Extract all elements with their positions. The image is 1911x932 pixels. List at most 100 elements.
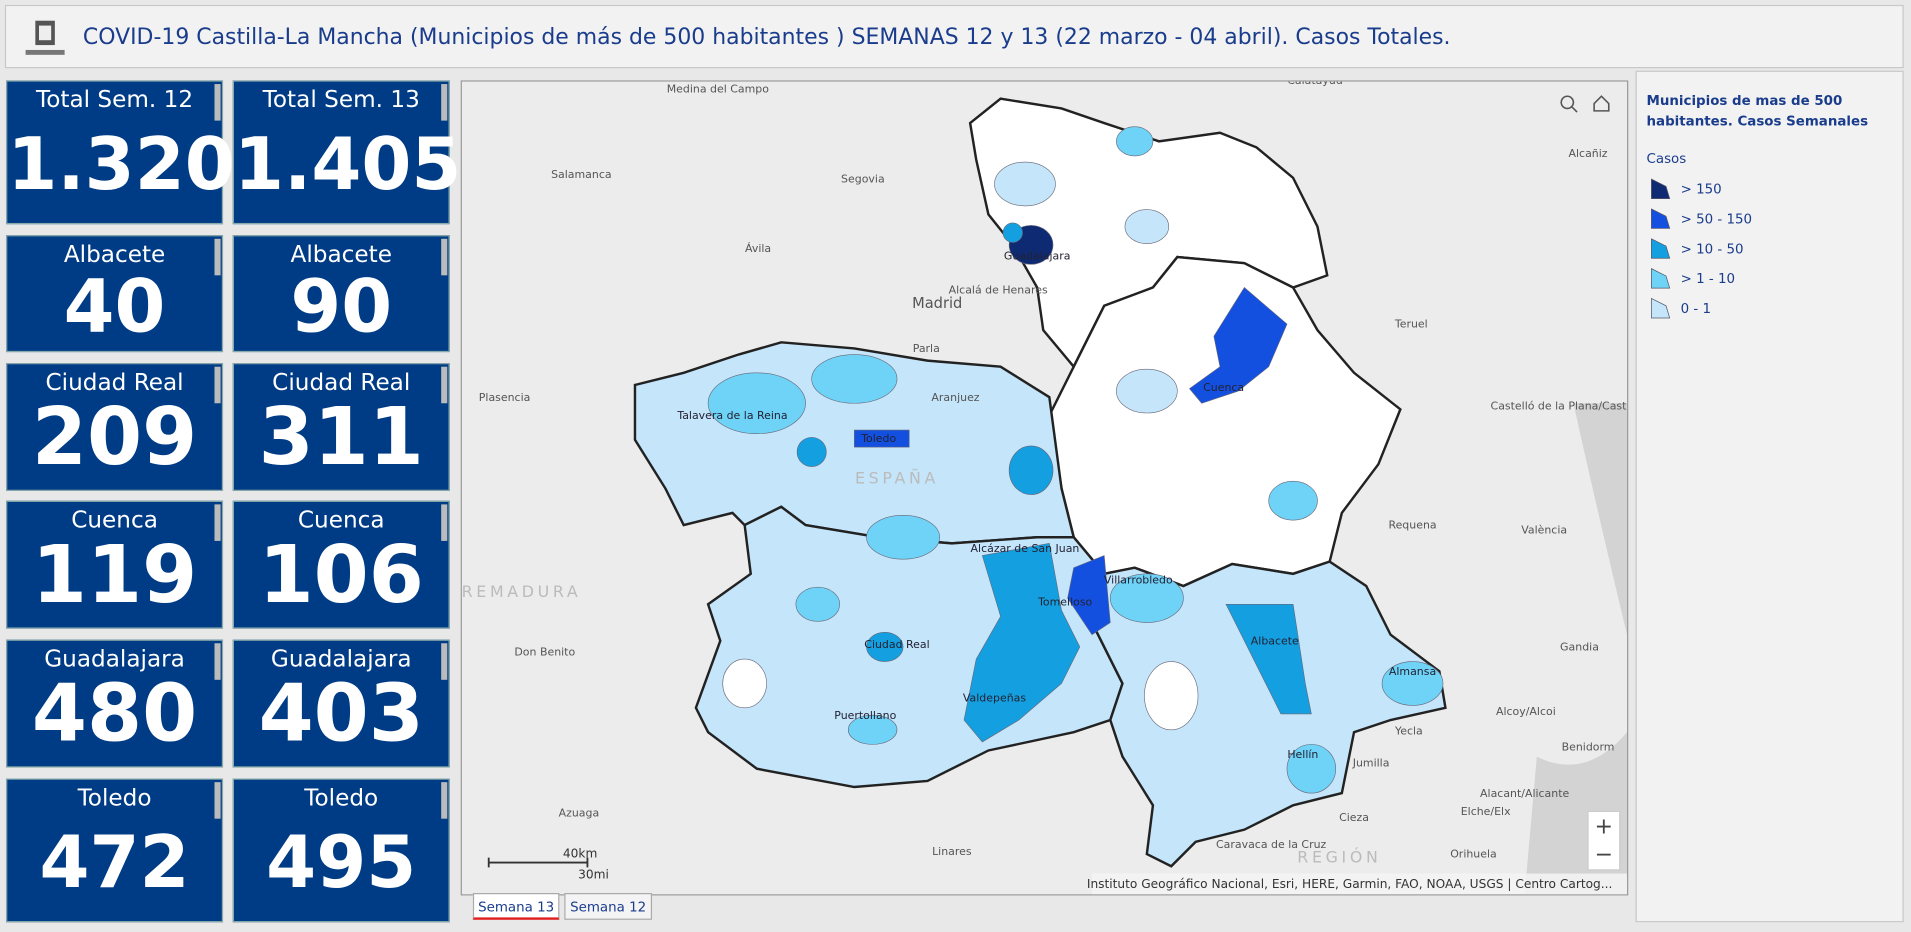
map-label: Tomelloso	[1037, 595, 1092, 608]
legend-subtitle: Casos	[1647, 152, 1687, 167]
tile-label: Total Sem. 12	[35, 86, 194, 114]
map-label: Azuaga	[559, 806, 600, 819]
albacete	[1090, 560, 1447, 868]
tile: Toledo 472	[6, 778, 224, 923]
tile-scrollbar	[214, 643, 221, 680]
tile: Ciudad Real 209	[6, 363, 224, 491]
map-label: Requena	[1388, 519, 1436, 532]
zoom-out[interactable]: −	[1595, 842, 1613, 867]
legend-swatch	[1651, 297, 1671, 319]
map-label: Ávila	[745, 242, 771, 255]
map-label: ESPAÑA	[855, 469, 939, 488]
tile-scrollbar	[214, 238, 221, 276]
map-label: Hellín	[1287, 748, 1318, 761]
tile-value: 311	[258, 392, 424, 484]
legend-label: > 150	[1681, 183, 1722, 198]
tile-scrollbar	[214, 84, 221, 121]
legend-svg: Municipios de mas de 500 habitantes. Caso…	[1647, 94, 1869, 319]
tile-value: 495	[266, 819, 417, 904]
tile-value: 403	[258, 668, 424, 761]
tab[interactable]: Semana 12	[564, 893, 653, 920]
scale-mi: 30mi	[578, 867, 609, 881]
tile-label: Ciudad Real	[272, 369, 411, 396]
tile: Cuenca 106	[232, 500, 450, 629]
sea	[1524, 403, 1628, 895]
legend-label: > 1 - 10	[1681, 272, 1735, 287]
tile-scrollbar	[441, 366, 448, 404]
tile: Guadalajara 480	[6, 639, 224, 768]
map-label: Cuenca	[1203, 381, 1244, 394]
map-label: Yecla	[1394, 725, 1423, 738]
map-label: Elche/Elx	[1461, 805, 1511, 818]
map-label: Benidorm	[1562, 740, 1615, 753]
tile-label: Ciudad Real	[45, 369, 184, 396]
municipalities	[707, 126, 1444, 794]
legend-title-line: habitantes. Casos Semanales	[1647, 114, 1869, 129]
map-label: Linares	[932, 845, 972, 858]
map-label: Ciudad Real	[864, 638, 929, 651]
map-labels: Medina del Campo Calatayud Salamanca Segovi…	[462, 82, 1629, 867]
tile-label: Total Sem. 13	[262, 86, 420, 114]
legend-swatch	[1651, 178, 1671, 199]
map-label: Aranjuez	[931, 391, 979, 404]
map-label: Castelló de la Plana/Castelló de la Plan…	[1491, 399, 1629, 412]
map-label: Salamanca	[551, 168, 611, 181]
map-label: Villarrobledo	[1104, 574, 1173, 587]
tile-scrollbar	[214, 504, 221, 541]
map-label: Cieza	[1339, 811, 1369, 824]
toolbar[interactable]: + −	[1560, 95, 1621, 871]
tile-scrollbar	[214, 366, 221, 404]
tile-value: 40	[63, 264, 166, 350]
scale-bar: 40km 30mi	[487, 847, 609, 881]
header: COVID-19 Castilla-La Mancha (Municipios …	[4, 4, 1904, 69]
search-icon[interactable]	[1560, 95, 1575, 110]
tile: Albacete 40	[6, 235, 224, 353]
tile-scrollbar	[441, 643, 448, 680]
map-label: Talavera de la Reina	[676, 409, 787, 422]
tile-label: Guadalajara	[270, 645, 412, 673]
legend-label: 0 - 1	[1681, 302, 1711, 317]
tile-value: 90	[290, 264, 393, 350]
header-title: COVID-19 Castilla-La Mancha (Municipios …	[82, 24, 1451, 50]
map-label: Alcañiz	[1569, 147, 1608, 160]
tile-value: 106	[258, 529, 424, 622]
map-label: Segovia	[841, 173, 885, 186]
logo	[25, 20, 65, 55]
tile: Ciudad Real 311	[232, 363, 450, 491]
tile-scrollbar	[441, 238, 448, 276]
tile-scrollbar	[214, 782, 221, 819]
map-label: Orihuela	[1450, 848, 1497, 861]
tile-value: 472	[39, 819, 190, 904]
tile-label: Albacete	[63, 241, 166, 269]
zoom-control[interactable]	[1587, 810, 1621, 871]
map-label: Plasencia	[479, 391, 531, 404]
legend: Municipios de mas de 500 habitantes. Caso…	[1635, 70, 1904, 923]
tile-value: 209	[31, 392, 198, 484]
map[interactable]: Medina del Campo Calatayud Salamanca Segovi…	[460, 80, 1629, 896]
tile-label: Toledo	[304, 784, 379, 812]
zoom-in[interactable]: +	[1595, 814, 1613, 839]
map-label: Madrid	[912, 295, 962, 312]
map-label: Toledo	[860, 432, 896, 445]
map-label: Alcoy/Alcoi	[1496, 705, 1556, 718]
legend-label: > 50 - 150	[1681, 213, 1752, 228]
home-icon[interactable]	[1593, 95, 1610, 112]
attribution: Instituto Geográfico Nacional, Esri, HER…	[1087, 877, 1613, 891]
tile-scrollbar	[441, 504, 448, 541]
map-label: Teruel	[1394, 318, 1428, 331]
tab[interactable]: Semana 13	[472, 893, 560, 920]
map-label: Don Benito	[514, 645, 575, 658]
tile: Guadalajara 403	[232, 639, 450, 768]
map-label: València	[1521, 524, 1567, 537]
scale-km: 40km	[563, 847, 597, 861]
legend-label: > 10 - 50	[1681, 242, 1744, 257]
map-label: Alcalá de Henares	[949, 284, 1048, 297]
map-label: Caravaca de la Cruz	[1216, 838, 1327, 851]
tile: Total Sem. 13 1.405	[232, 80, 461, 225]
tile-scrollbar	[441, 782, 448, 819]
legend-title-line: Municipios de mas de 500	[1647, 94, 1843, 109]
map-label: Medina del Campo	[667, 83, 770, 96]
map-label: Alacant/Alicante	[1480, 787, 1569, 800]
legend-swatch	[1651, 208, 1671, 229]
